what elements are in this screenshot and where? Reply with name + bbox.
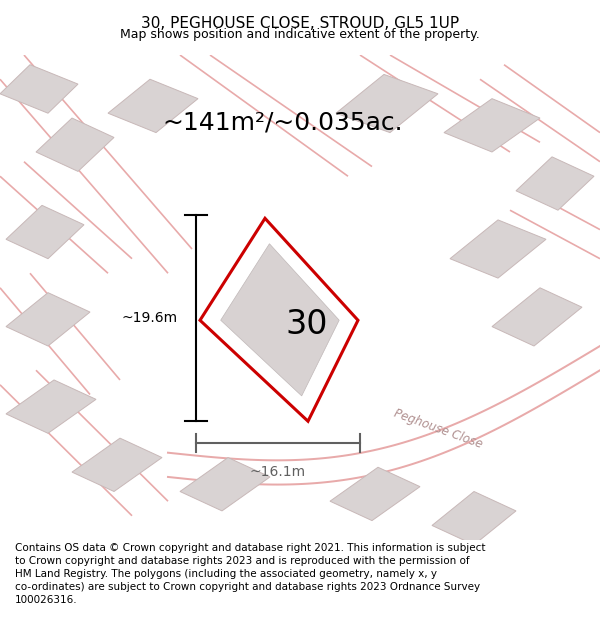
- Text: ~141m²/~0.035ac.: ~141m²/~0.035ac.: [162, 111, 403, 135]
- Text: Map shows position and indicative extent of the property.: Map shows position and indicative extent…: [120, 28, 480, 41]
- Text: ~16.1m: ~16.1m: [250, 465, 306, 479]
- Polygon shape: [36, 118, 114, 171]
- Polygon shape: [6, 292, 90, 346]
- Polygon shape: [108, 79, 198, 132]
- Polygon shape: [432, 491, 516, 545]
- Polygon shape: [492, 288, 582, 346]
- Polygon shape: [516, 157, 594, 210]
- Polygon shape: [444, 99, 540, 152]
- Text: 30: 30: [286, 308, 328, 341]
- Text: Contains OS data © Crown copyright and database right 2021. This information is : Contains OS data © Crown copyright and d…: [15, 542, 485, 606]
- Text: 30, PEGHOUSE CLOSE, STROUD, GL5 1UP: 30, PEGHOUSE CLOSE, STROUD, GL5 1UP: [141, 16, 459, 31]
- Text: ~19.6m: ~19.6m: [122, 311, 178, 325]
- Polygon shape: [330, 468, 420, 521]
- Polygon shape: [221, 244, 339, 396]
- Polygon shape: [6, 206, 84, 259]
- Polygon shape: [72, 438, 162, 491]
- Polygon shape: [0, 65, 78, 113]
- Polygon shape: [180, 458, 270, 511]
- Polygon shape: [336, 74, 438, 132]
- Polygon shape: [450, 220, 546, 278]
- Polygon shape: [6, 380, 96, 433]
- Text: Peghouse Close: Peghouse Close: [392, 406, 484, 451]
